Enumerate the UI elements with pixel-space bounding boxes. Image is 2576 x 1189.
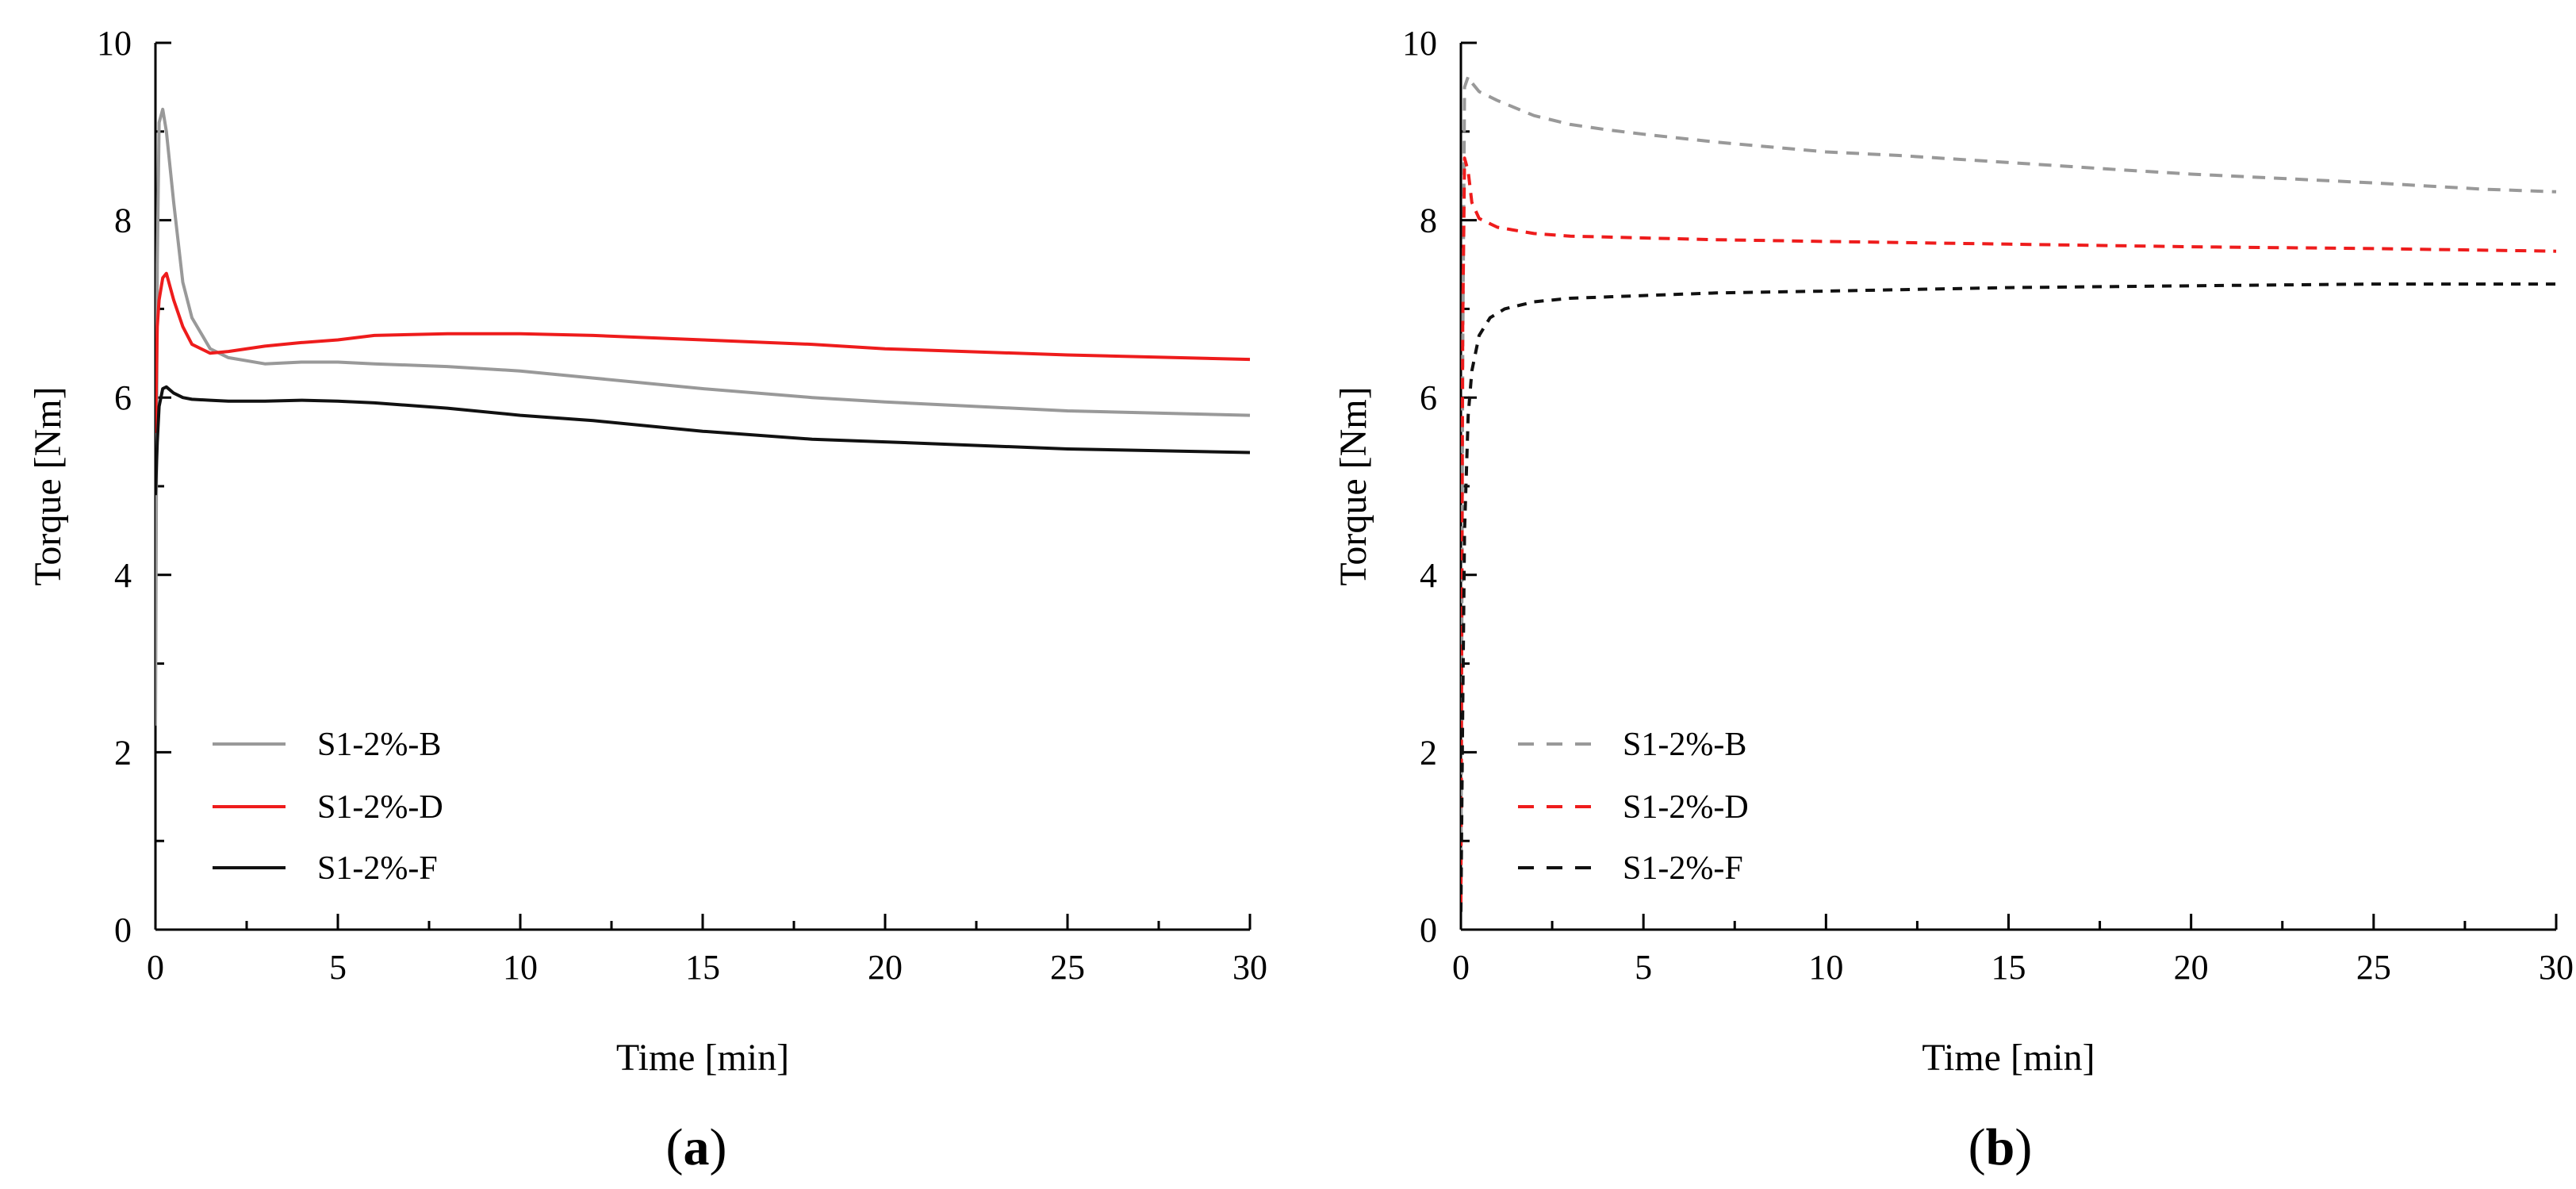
x-tick-label: 20 bbox=[868, 948, 903, 987]
y-axis-title: Torque [Nm] bbox=[27, 386, 69, 585]
x-tick-label: 0 bbox=[1452, 948, 1470, 987]
y-tick-label: 4 bbox=[114, 556, 132, 595]
y-tick-label: 4 bbox=[1420, 556, 1437, 595]
legend-label: S1-2%-B bbox=[1623, 727, 1746, 763]
x-tick-label: 10 bbox=[1808, 948, 1843, 987]
series-line-S1-2%-D bbox=[155, 271, 1251, 433]
y-tick-label: 2 bbox=[1420, 733, 1437, 772]
x-tick-label: 15 bbox=[1991, 948, 2026, 987]
y-tick-label: 6 bbox=[1420, 378, 1437, 417]
x-tick-label: 30 bbox=[1232, 948, 1267, 987]
x-tick-label: 30 bbox=[2539, 948, 2574, 987]
x-axis-title: Time [min] bbox=[1922, 1037, 2095, 1079]
y-tick-label: 6 bbox=[114, 378, 132, 417]
series-line-S1-2%-F bbox=[1461, 282, 2556, 912]
panel-b: 0 5 10 15 20 25 30 0 2 4 6 8 10 Time [min] Torque [Nm]… bbox=[1332, 24, 2574, 1176]
legend-label: S1-2%-F bbox=[317, 850, 438, 887]
y-tick-label: 8 bbox=[1420, 201, 1437, 240]
panel-label: (b) bbox=[1968, 1118, 2033, 1176]
y-tick-label: 10 bbox=[1402, 24, 1437, 63]
legend-label: S1-2%-D bbox=[1623, 789, 1749, 826]
x-tick-label: 5 bbox=[1635, 948, 1652, 987]
series-line-S1-2%-B bbox=[1461, 75, 2557, 903]
x-tick-label: 20 bbox=[2174, 948, 2209, 987]
y-tick-label: 10 bbox=[97, 24, 132, 63]
series-line-S1-2%-B bbox=[155, 107, 1251, 726]
x-tick-label: 25 bbox=[2356, 948, 2391, 987]
legend-label: S1-2%-F bbox=[1623, 850, 1743, 887]
x-axis-title: Time [min] bbox=[616, 1037, 789, 1079]
y-tick-label: 0 bbox=[1420, 911, 1437, 949]
y-tick-label: 8 bbox=[114, 201, 132, 240]
panel-label: (a) bbox=[666, 1118, 727, 1176]
series-line-S1-2%-D bbox=[1461, 156, 2557, 903]
y-tick-label: 2 bbox=[114, 733, 132, 772]
y-axis-title: Torque [Nm] bbox=[1332, 386, 1374, 585]
panel-a: 0 5 10 15 20 25 30 0 2 4 6 8 10 Time [min] Torque [Nm]… bbox=[27, 24, 1267, 1176]
legend-label: S1-2%-D bbox=[317, 789, 443, 826]
x-tick-label: 10 bbox=[503, 948, 538, 987]
x-tick-label: 5 bbox=[329, 948, 347, 987]
x-tick-label: 15 bbox=[685, 948, 720, 987]
legend-label: S1-2%-B bbox=[317, 727, 441, 763]
x-tick-label: 25 bbox=[1050, 948, 1085, 987]
x-tick-label: 0 bbox=[147, 948, 164, 987]
y-tick-label: 0 bbox=[114, 911, 132, 949]
series-line-S1-2%-F bbox=[155, 385, 1251, 496]
